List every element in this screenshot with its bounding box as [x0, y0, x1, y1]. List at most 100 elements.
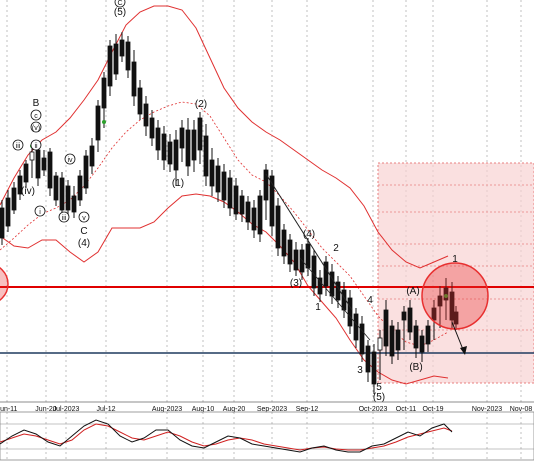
x-tick-label: Oct-11: [396, 406, 417, 413]
x-tick-label: Oct-19: [422, 406, 443, 413]
candle-bearish: [275, 205, 281, 249]
wave-label: C: [80, 226, 87, 237]
candle-bearish: [197, 117, 203, 151]
wave-label-circle: [78, 211, 90, 223]
envelope-upper: [0, 5, 449, 269]
candle-bearish: [11, 187, 17, 211]
candle-bearish: [161, 133, 167, 161]
wave-label-circle: [30, 139, 42, 151]
x-tick-label: Nov-2023: [472, 406, 502, 413]
candle-bearish: [35, 149, 41, 179]
candle-bearish: [233, 185, 239, 215]
wave-label: B: [33, 98, 40, 109]
candle-bearish: [77, 175, 83, 201]
wave-label: 5: [376, 382, 382, 393]
signal-marker: [444, 294, 448, 298]
candle-bearish: [323, 261, 329, 287]
wave-label-circle: [12, 139, 24, 151]
candle-bearish: [209, 159, 215, 187]
x-tick-label: Aug-10: [192, 406, 215, 413]
wave-label: 3: [357, 365, 363, 376]
candle-bearish: [125, 41, 131, 71]
wave-label-circle: [114, 0, 126, 8]
candle-bearish: [239, 195, 245, 215]
trend-line: [265, 173, 353, 311]
candle-bearish: [431, 307, 437, 321]
trend-line-lower: [299, 257, 371, 341]
candle-bearish: [23, 163, 29, 183]
x-tick-label: Aug-2023: [152, 406, 182, 413]
wave-label: (B): [409, 362, 422, 373]
wave-label: 1: [452, 254, 458, 265]
candle-bearish: [221, 171, 227, 201]
candle-bearish: [179, 127, 185, 149]
candle-bearish: [215, 165, 221, 193]
candle-bearish: [95, 105, 101, 141]
candle-bearish: [119, 39, 125, 57]
highlight-circle-right: [421, 262, 489, 330]
wave-label: (3): [290, 278, 302, 289]
candle-bearish: [353, 313, 359, 341]
wave-label: iii: [62, 215, 67, 222]
candle-bearish: [359, 323, 365, 355]
candle-bearish: [155, 127, 161, 151]
candle-bearish: [347, 297, 353, 327]
wave-label-circle: [64, 153, 76, 165]
candle-bearish: [383, 309, 389, 347]
candle-bearish: [107, 45, 113, 87]
forecast-arrow: [451, 321, 465, 353]
candle-bearish: [185, 129, 191, 167]
signal-marker: [102, 120, 106, 124]
wave-label: ii: [34, 143, 38, 150]
candle-bearish: [245, 201, 251, 223]
wave-label-circle: [58, 211, 70, 223]
wave-label: (v): [32, 125, 40, 132]
candle-bearish: [65, 185, 71, 211]
candle-bearish: [413, 325, 419, 349]
candle-bearish: [257, 195, 263, 235]
wave-label: iv: [67, 157, 73, 164]
highlight-area: [0, 262, 489, 355]
candle-bearish: [365, 345, 371, 373]
x-tick-label: Jun-20: [35, 406, 57, 413]
candle-bearish: [389, 325, 395, 357]
candle-bearish: [41, 157, 47, 171]
wave-label: (2): [195, 99, 207, 110]
candle-bearish: [419, 335, 425, 353]
candle-bearish: [137, 87, 143, 115]
candle-bearish: [131, 61, 137, 97]
candle-bearish: [437, 295, 443, 307]
wave-label: (1): [172, 178, 184, 189]
candle-bearish: [227, 177, 233, 209]
candle-bearish: [173, 139, 179, 171]
candle-bearish: [401, 311, 407, 321]
candles: [0, 32, 459, 394]
candle-bearish: [453, 311, 459, 325]
x-tick-label: Jul-12: [96, 406, 115, 413]
wave-label-circle: [34, 205, 46, 217]
candle-bearish: [53, 175, 59, 201]
candle-bearish: [449, 291, 455, 321]
candle-bearish: [5, 197, 11, 227]
wave-label: 2: [333, 243, 339, 254]
wave-label: iii: [16, 143, 21, 150]
wave-label: 4: [367, 295, 373, 306]
candle-bearish: [71, 195, 77, 213]
candle-bearish: [251, 207, 257, 231]
x-tick-label: Jul-2023: [53, 406, 80, 413]
candle-bearish: [293, 249, 299, 271]
candle-bearish: [89, 145, 95, 167]
wave-label: (4): [78, 238, 90, 249]
candle-bearish: [425, 325, 431, 345]
oscillator-main-line: [0, 419, 453, 453]
candle-bearish: [143, 103, 149, 127]
candle-bullish: [29, 151, 35, 161]
candle-bearish: [263, 169, 269, 201]
wave-label: C: [117, 0, 122, 7]
forecast-arrow-head: [460, 346, 467, 355]
wave-label-circle: [30, 109, 42, 121]
candle-bearish: [149, 117, 155, 139]
wave-label: v: [82, 215, 86, 222]
